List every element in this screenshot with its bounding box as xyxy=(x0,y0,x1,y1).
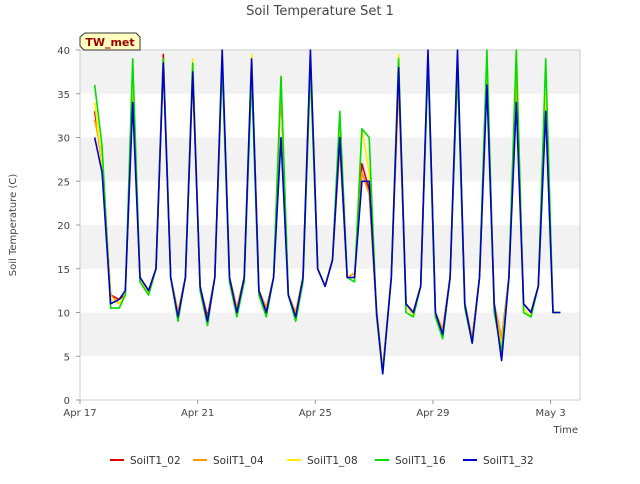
y-tick-label: 30 xyxy=(57,134,70,145)
legend-label: SoilT1_32 xyxy=(483,455,534,467)
series-lines xyxy=(93,49,561,375)
y-tick-label: 0 xyxy=(64,396,70,407)
x-axis-label: Time xyxy=(553,425,578,436)
y-axis: 0 5 10 15 20 25 30 35 40 xyxy=(57,46,80,407)
legend-label: SoilT1_16 xyxy=(395,455,446,467)
legend-label: SoilT1_08 xyxy=(307,455,358,467)
grid-band xyxy=(80,225,580,269)
grid-band xyxy=(80,137,580,182)
y-tick-label: 10 xyxy=(57,309,70,320)
annotation-badge: TW_met xyxy=(79,32,141,51)
y-tick-label: 25 xyxy=(57,177,70,188)
series-line-soilt1-32 xyxy=(93,49,561,375)
x-tick-label: May 3 xyxy=(535,408,565,419)
legend: SoilT1_02 SoilT1_04 SoilT1_08 SoilT1_16 Soil… xyxy=(110,455,534,467)
y-tick-label: 15 xyxy=(57,265,70,276)
y-axis-label: Soil Temperature (C) xyxy=(8,174,19,277)
legend-label: SoilT1_04 xyxy=(213,455,264,467)
grid-band xyxy=(80,50,580,94)
y-tick-label: 5 xyxy=(64,352,70,363)
annotation-box xyxy=(79,32,141,51)
x-tick-label: Apr 21 xyxy=(181,408,214,419)
x-tick-label: Apr 17 xyxy=(63,408,96,419)
chart-title: Soil Temperature Set 1 xyxy=(246,4,394,19)
x-tick-label: Apr 25 xyxy=(299,408,332,419)
y-tick-label: 40 xyxy=(57,46,70,57)
annotation-text: TW_met xyxy=(85,36,134,49)
y-tick-label: 20 xyxy=(57,221,70,232)
y-tick-label: 35 xyxy=(57,90,70,101)
x-axis: Apr 17 Apr 21 Apr 25 Apr 29 May 3 xyxy=(63,400,566,419)
x-tick-label: Apr 29 xyxy=(416,408,449,419)
legend-label: SoilT1_02 xyxy=(130,455,181,467)
